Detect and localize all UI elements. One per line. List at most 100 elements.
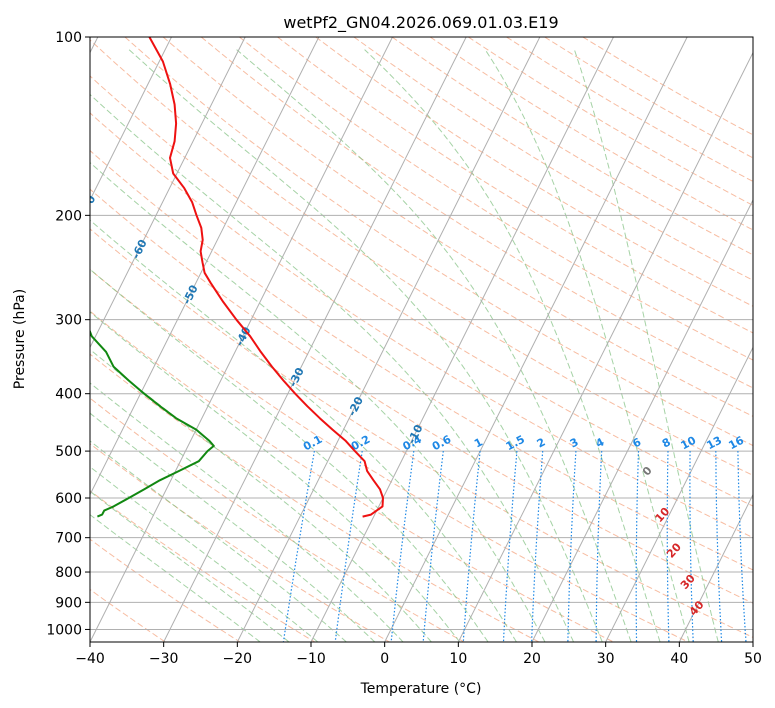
mixing-ratio-line xyxy=(462,451,481,642)
mixing-ratio-label: 1 xyxy=(472,435,485,450)
isotherm-label: -90 xyxy=(0,93,1,117)
moist-adiabat-line xyxy=(90,466,319,642)
dewpoint-profile-line xyxy=(90,328,215,518)
wet-bulb-label: 40 xyxy=(687,598,707,618)
moist-adiabat-line xyxy=(573,49,719,642)
moist-adiabat-line xyxy=(90,219,517,642)
isotherm-line xyxy=(384,37,688,642)
axes: −40 −30 −20 −10 0 10 20 30 40 5010020030040050060… xyxy=(46,30,762,667)
dry-adiabat-line xyxy=(90,188,753,604)
mixing-ratio-line xyxy=(567,451,577,642)
dry-adiabat-line xyxy=(90,75,753,507)
isotherm-line xyxy=(90,37,172,202)
moist-adiabat-line xyxy=(236,49,632,642)
isotherm-label: -80 xyxy=(28,146,49,170)
dry-adiabat-line xyxy=(277,37,753,334)
isotherm-line xyxy=(752,640,753,642)
moist-adiabat-line xyxy=(484,49,690,642)
dry-adiabat-line xyxy=(391,37,753,256)
dry-adiabat-line xyxy=(429,37,753,231)
profile-lines xyxy=(90,37,384,518)
mixing-ratio-line xyxy=(390,451,415,642)
y-tick-label: 1000 xyxy=(46,622,82,638)
y-tick-label: 600 xyxy=(55,491,82,507)
mixing-ratio-line xyxy=(635,451,640,642)
mixing-ratio-label: 16 xyxy=(726,433,746,452)
x-tick-label: −20 xyxy=(223,651,253,667)
isotherm-line xyxy=(310,37,614,642)
plot-frame xyxy=(89,36,754,643)
isotherm-line xyxy=(457,51,753,642)
mixing-ratio-line xyxy=(334,451,363,642)
x-tick-label: 50 xyxy=(744,651,762,667)
wet-bulb-label: 0 xyxy=(640,464,655,479)
x-tick-label: 40 xyxy=(670,651,688,667)
y-tick-label: 200 xyxy=(55,208,82,224)
dry-adiabat-line xyxy=(90,39,753,476)
y-tick-label: 800 xyxy=(55,565,82,581)
dry-adiabat-line xyxy=(90,268,689,642)
background-lines xyxy=(90,37,775,642)
mixing-ratio-label: 10 xyxy=(679,434,699,453)
moist-adiabat-line xyxy=(90,93,575,642)
y-tick-label: 400 xyxy=(55,387,82,403)
isotherm-label: -20 xyxy=(345,394,366,418)
mixing-ratio-line xyxy=(764,451,775,642)
mixing-ratio-label: 0.6 xyxy=(430,433,454,454)
isotherm-line xyxy=(678,493,753,642)
mixing-ratio-label: 4 xyxy=(594,435,607,450)
mixing-ratio-line xyxy=(689,451,694,642)
dry-adiabat-line xyxy=(506,37,753,182)
mixing-ratio-line xyxy=(531,451,544,642)
isotherm-line xyxy=(163,37,467,642)
dry-adiabat-line xyxy=(90,397,465,642)
x-axis-label: Temperature (°C) xyxy=(360,681,482,697)
line-labels: 0.10.20.40.611.52346810131620253036-100-… xyxy=(0,93,772,618)
y-tick-label: 100 xyxy=(55,30,82,46)
dry-adiabat-line xyxy=(90,228,753,638)
y-tick-label: 300 xyxy=(55,313,82,329)
mixing-ratio-label: 0.1 xyxy=(301,433,324,454)
mixing-ratio-label: 6 xyxy=(630,435,643,450)
dry-adiabat-line xyxy=(90,538,241,642)
x-tick-label: 10 xyxy=(449,651,467,667)
mixing-ratio-label: 20 xyxy=(752,434,772,453)
moist-adiabat-line xyxy=(90,161,546,642)
mixing-ratio-line xyxy=(737,451,747,642)
dry-adiabat-line xyxy=(90,149,753,571)
x-tick-label: −10 xyxy=(296,651,326,667)
mixing-ratio-line xyxy=(502,451,518,642)
dry-adiabat-line xyxy=(90,490,315,642)
mixing-ratio-line xyxy=(666,451,670,642)
mixing-ratio-line xyxy=(715,451,723,642)
moist-adiabat-line xyxy=(90,490,290,642)
isotherm-line xyxy=(90,37,393,642)
dry-adiabat-line xyxy=(90,588,166,642)
temperature-profile-line xyxy=(148,37,384,518)
isotherm-line xyxy=(236,37,541,642)
dry-adiabat-line xyxy=(124,37,753,447)
isotherm-label: -30 xyxy=(286,365,307,389)
dry-adiabat-line xyxy=(90,310,614,642)
moist-adiabat-line xyxy=(90,382,404,642)
x-tick-label: 0 xyxy=(380,651,389,667)
isotherm-line xyxy=(531,198,753,642)
moist-adiabat-line xyxy=(128,49,603,642)
moist-adiabat-line xyxy=(90,440,347,642)
moist-adiabat-line xyxy=(90,514,261,642)
isotherm-line xyxy=(90,37,320,496)
moist-adiabat-line xyxy=(90,348,432,642)
isotherm-line xyxy=(605,346,753,642)
wet-bulb-label: 30 xyxy=(678,572,698,592)
moist-adiabat-line xyxy=(90,311,461,642)
x-tick-label: −30 xyxy=(149,651,179,667)
mixing-ratio-line xyxy=(422,451,444,642)
mixing-ratio-label: 0.2 xyxy=(349,433,372,454)
dry-adiabat-line xyxy=(315,37,753,307)
x-tick-label: −40 xyxy=(75,651,105,667)
isotherm-label: -70 xyxy=(78,193,99,217)
isotherm-label: -60 xyxy=(129,237,150,261)
dry-adiabat-line xyxy=(90,443,390,642)
mixing-ratio-line xyxy=(282,450,315,642)
